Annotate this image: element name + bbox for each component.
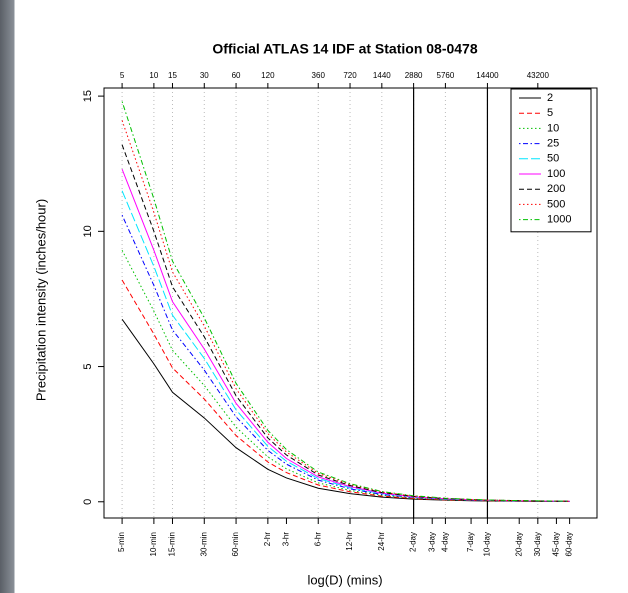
x2-tick-label: 120 <box>261 71 275 80</box>
legend-label: 5 <box>547 107 553 119</box>
legend-label: 100 <box>547 168 565 180</box>
x-tick-label: 3-day <box>427 532 436 552</box>
legend-label: 500 <box>547 198 565 210</box>
chart-title: Official ATLAS 14 IDF at Station 08-0478 <box>212 41 478 57</box>
y-tick-label: 0 <box>82 499 94 505</box>
legend-box <box>510 88 592 233</box>
x-tick-label: 10-day <box>483 532 492 556</box>
x2-tick-label: 720 <box>343 71 357 80</box>
x-tick-label: 2-day <box>409 532 418 552</box>
legend-label: 1000 <box>547 214 571 226</box>
x-tick-label: 12-hr <box>345 532 354 551</box>
x-tick-label: 45-day <box>552 532 561 556</box>
x-tick-label: 20-day <box>514 532 523 556</box>
x2-tick-label: 2880 <box>405 71 423 80</box>
y-tick-label: 10 <box>82 225 94 237</box>
x2-tick-label: 15 <box>168 71 177 80</box>
x-tick-label: 5-min <box>117 532 126 552</box>
x2-tick-label: 5 <box>120 71 125 80</box>
x-tick-label: 3-hr <box>282 532 291 547</box>
x2-tick-label: 43200 <box>527 71 550 80</box>
x-tick-label: 24-hr <box>377 532 386 551</box>
x-tick-label: 60-day <box>565 532 574 556</box>
x-tick-label: 30-day <box>533 532 542 556</box>
y-axis-label: Precipitation intensity (inches/hour) <box>33 199 48 401</box>
legend-label: 2 <box>547 92 553 104</box>
y-tick-label: 5 <box>82 363 94 369</box>
x2-tick-label: 10 <box>149 71 158 80</box>
x-tick-label: 15-min <box>168 532 177 556</box>
x-axis-label: log(D) (mins) <box>307 572 382 587</box>
x2-tick-label: 30 <box>200 71 209 80</box>
legend-label: 50 <box>547 153 559 165</box>
x-tick-label: 60-min <box>231 532 240 556</box>
x-tick-label: 7-day <box>466 532 475 552</box>
x2-tick-label: 1440 <box>373 71 391 80</box>
x2-tick-label: 14400 <box>476 71 499 80</box>
legend-label: 25 <box>547 138 559 150</box>
x2-tick-label: 5760 <box>437 71 455 80</box>
series-line <box>121 279 570 502</box>
legend-label: 200 <box>547 183 565 195</box>
x2-tick-label: 60 <box>232 71 241 80</box>
x-tick-label: 30-min <box>199 532 208 556</box>
legend-label: 10 <box>547 122 559 134</box>
x-tick-label: 10-min <box>149 532 158 556</box>
x2-tick-label: 360 <box>312 71 326 80</box>
y-tick-label: 15 <box>82 90 94 102</box>
x-tick-label: 6-hr <box>313 532 322 547</box>
series-line <box>121 120 570 502</box>
x-tick-label: 2-hr <box>263 532 272 547</box>
x-tick-label: 4-day <box>441 532 450 552</box>
series-line <box>121 250 570 502</box>
